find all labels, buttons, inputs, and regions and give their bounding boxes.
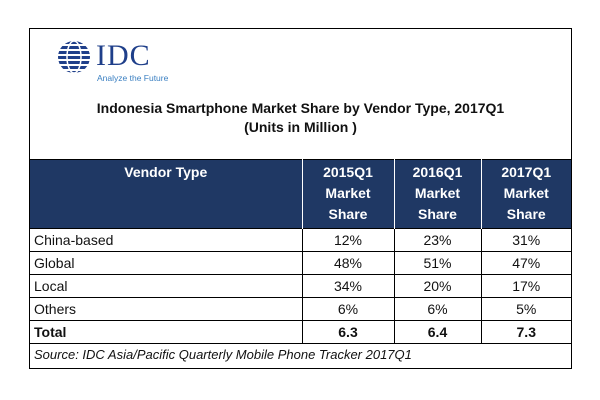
header-2015q1: 2015Q1 Market Share bbox=[302, 159, 395, 229]
header-vendor-type: Vendor Type bbox=[30, 159, 303, 229]
header-2017q1: 2017Q1 Market Share bbox=[481, 159, 571, 229]
vendor-cell: Global bbox=[30, 251, 303, 275]
header-2016q1: 2016Q1 Market Share bbox=[394, 159, 482, 229]
table-row-total: Total 6.3 6.4 7.3 bbox=[30, 320, 571, 344]
total-cell-2016q1: 6.4 bbox=[393, 320, 482, 344]
header-2015q1-market: Market bbox=[325, 185, 371, 201]
total-cell-2017q1: 7.3 bbox=[480, 320, 571, 344]
logo-brand: IDC bbox=[96, 39, 151, 72]
report-frame: IDC Analyze the Future Indonesia Smartph… bbox=[29, 28, 572, 369]
vendor-cell: Others bbox=[30, 297, 303, 321]
header-2017q1-period: 2017Q1 bbox=[501, 164, 552, 180]
header-row: Vendor Type 2015Q1 Market Share 2016Q1 M… bbox=[30, 159, 571, 229]
vendor-cell: Local bbox=[30, 274, 303, 298]
share-cell-2015q1: 34% bbox=[301, 274, 395, 298]
share-cell-2015q1: 12% bbox=[301, 228, 395, 252]
total-cell-2015q1: 6.3 bbox=[301, 320, 395, 344]
share-cell-2016q1: 6% bbox=[393, 297, 482, 321]
table-subtitle: (Units in Million ) bbox=[244, 119, 357, 135]
idc-logo: IDC Analyze the Future bbox=[54, 37, 204, 89]
header-2016q1-share: Share bbox=[418, 206, 457, 222]
header-2017q1-share: Share bbox=[506, 206, 546, 222]
share-cell-2015q1: 6% bbox=[301, 297, 395, 321]
share-cell-2017q1: 31% bbox=[480, 228, 571, 252]
header-2015q1-share: Share bbox=[328, 206, 368, 222]
total-label-cell: Total bbox=[30, 320, 303, 344]
share-cell-2016q1: 23% bbox=[393, 228, 482, 252]
globe-icon bbox=[58, 40, 90, 74]
header-vendor-label: Vendor Type bbox=[124, 164, 208, 180]
share-cell-2017q1: 47% bbox=[480, 251, 571, 275]
table-title-block: Indonesia Smartphone Market Share by Ven… bbox=[30, 99, 571, 137]
share-cell-2017q1: 5% bbox=[480, 297, 571, 321]
share-cell-2016q1: 51% bbox=[393, 251, 482, 275]
source-note: Source: IDC Asia/Pacific Quarterly Mobil… bbox=[30, 343, 571, 365]
header-2015q1-period: 2015Q1 bbox=[323, 164, 373, 180]
share-cell-2017q1: 17% bbox=[480, 274, 571, 298]
header-2016q1-market: Market bbox=[414, 185, 461, 201]
table-row-local: Local 34% 20% 17% bbox=[30, 274, 571, 298]
table-title: Indonesia Smartphone Market Share by Ven… bbox=[96, 100, 505, 116]
logo-tagline: Analyze the Future bbox=[97, 73, 169, 83]
source-row: Source: IDC Asia/Pacific Quarterly Mobil… bbox=[30, 343, 571, 365]
table-row-china-based: China-based 12% 23% 31% bbox=[30, 228, 571, 252]
share-cell-2016q1: 20% bbox=[393, 274, 482, 298]
vendor-cell: China-based bbox=[30, 228, 303, 252]
table-row-others: Others 6% 6% 5% bbox=[30, 297, 571, 321]
header-2016q1-period: 2016Q1 bbox=[412, 164, 463, 180]
market-share-table: Vendor Type 2015Q1 Market Share 2016Q1 M… bbox=[30, 159, 571, 365]
table-row-global: Global 48% 51% 47% bbox=[30, 251, 571, 275]
header-2017q1-market: Market bbox=[503, 185, 549, 201]
share-cell-2015q1: 48% bbox=[301, 251, 395, 275]
